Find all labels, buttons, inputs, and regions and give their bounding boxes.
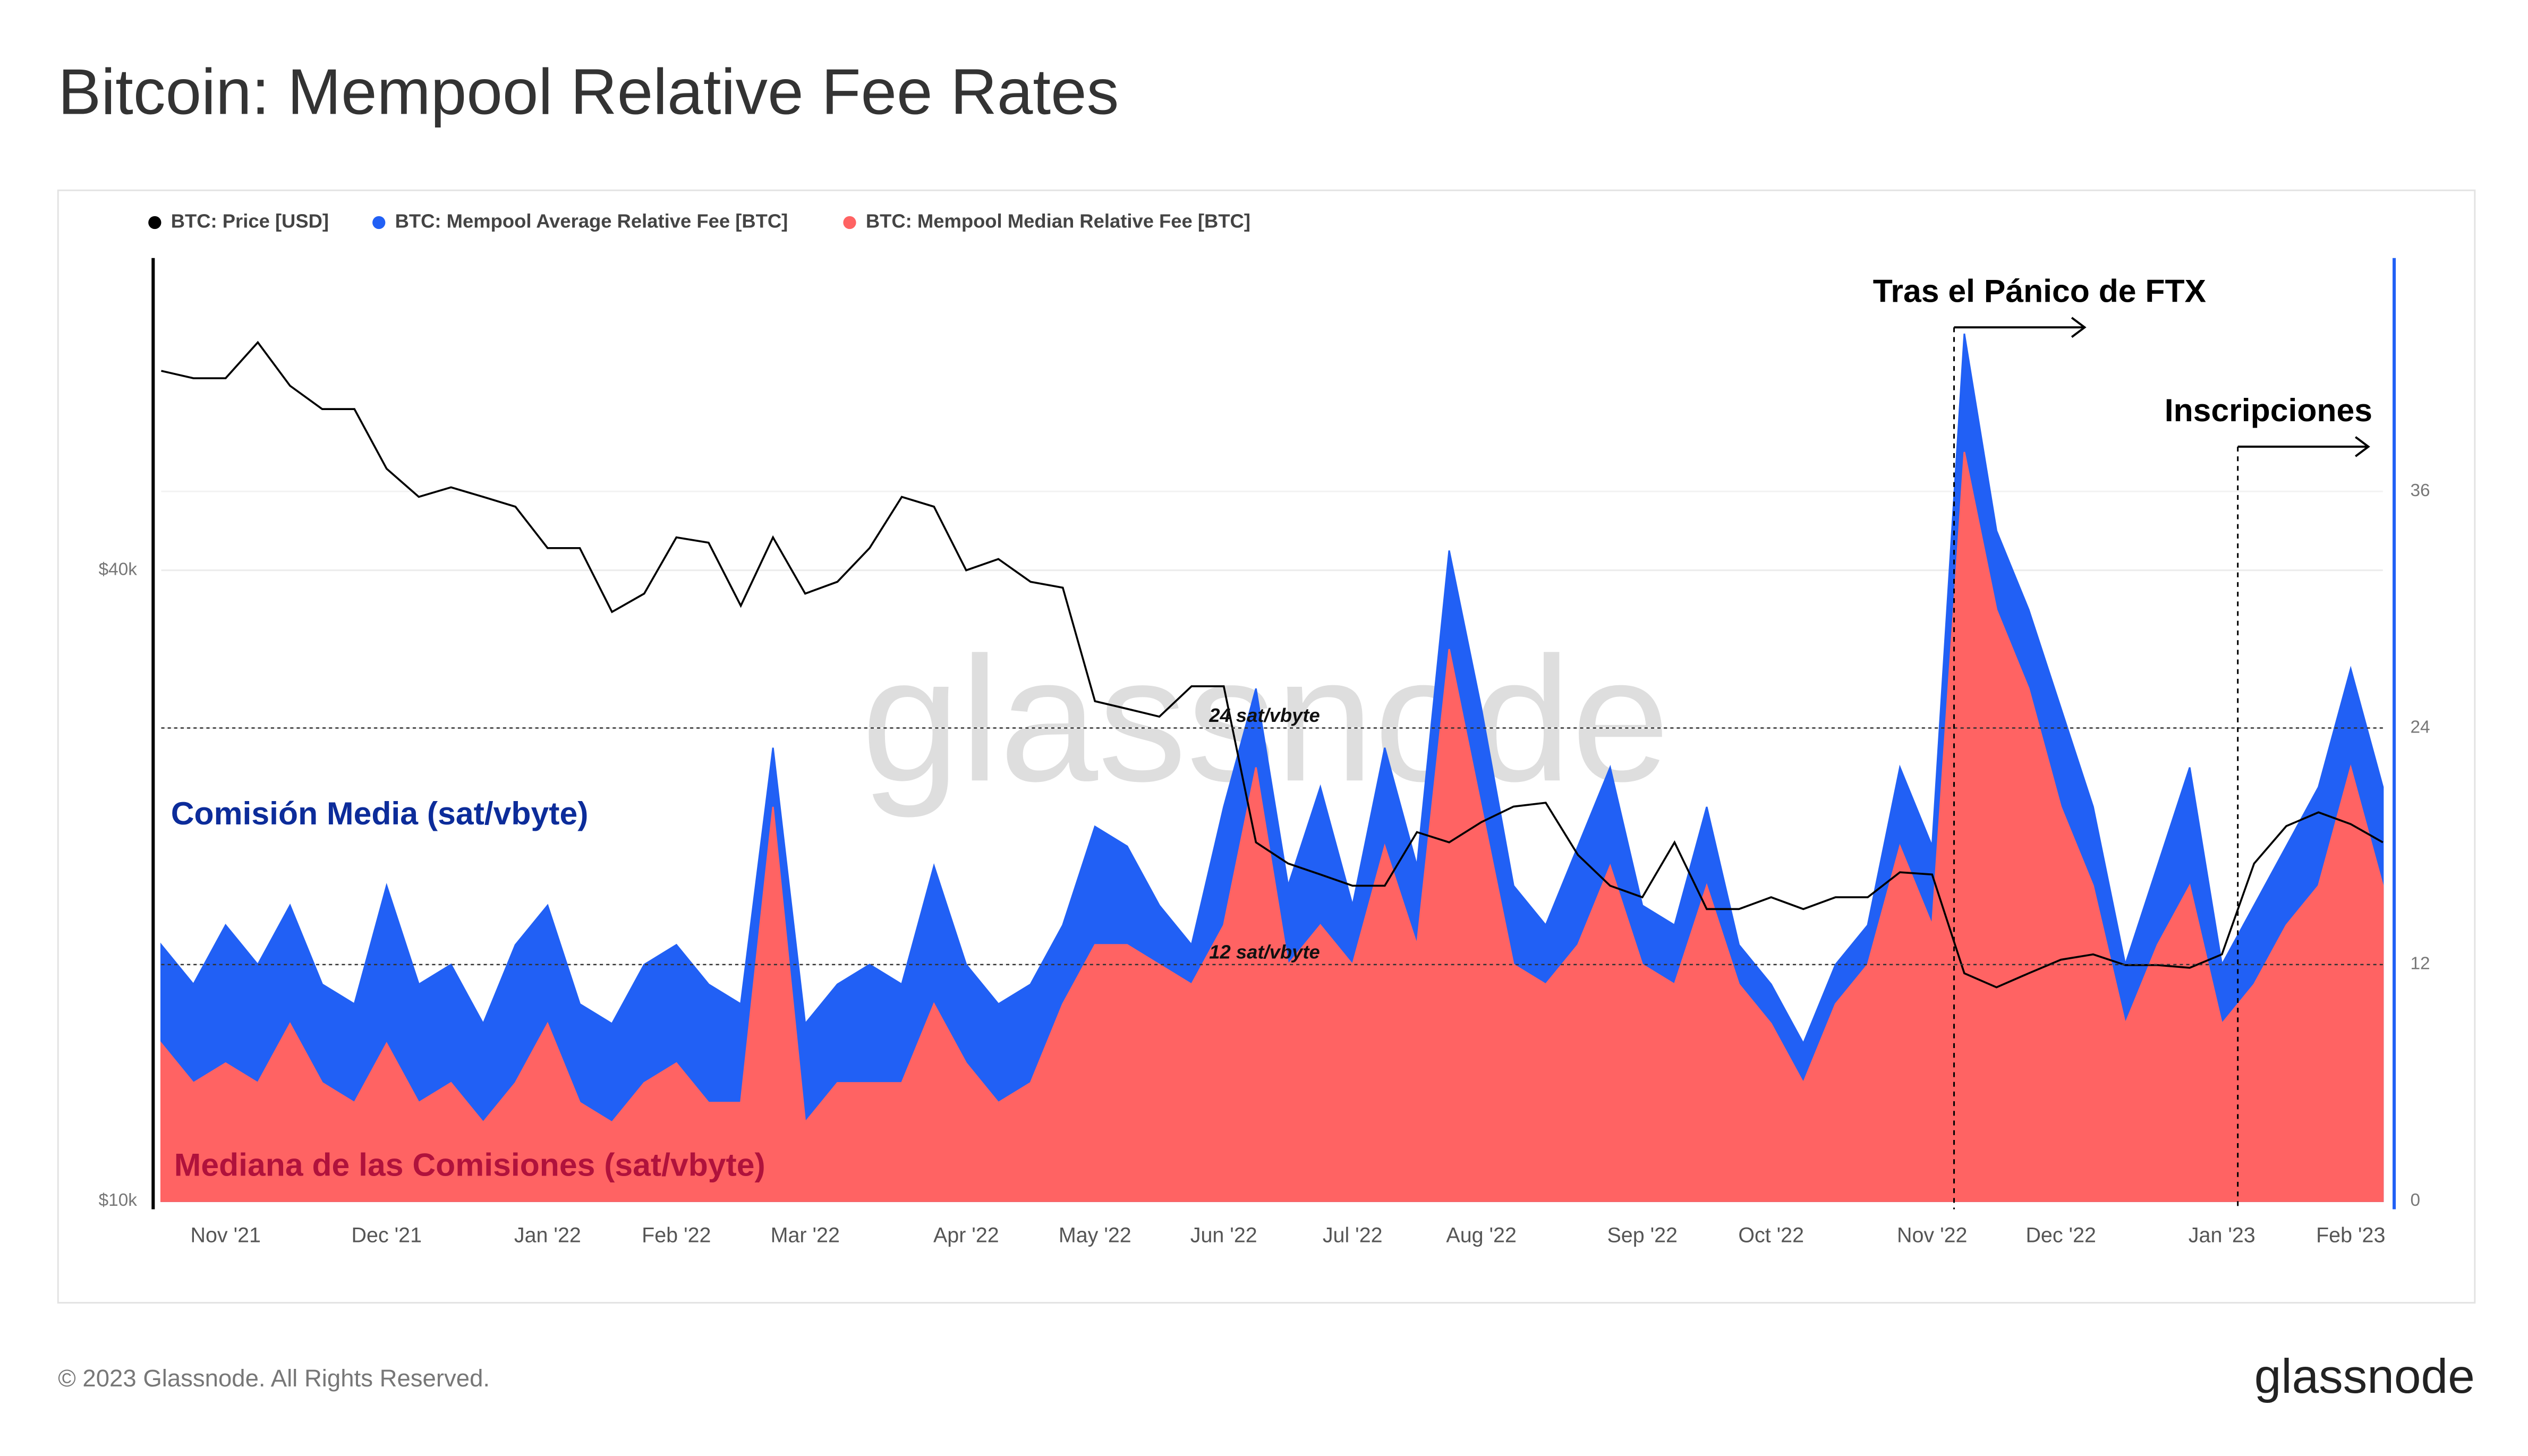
legend-label: BTC: Price [USD] xyxy=(171,210,329,232)
annotation: Tras el Pánico de FTX xyxy=(1873,273,2206,309)
legend-dot xyxy=(372,216,386,229)
x-tick-label: Sep '22 xyxy=(1607,1223,1678,1247)
legend-dot xyxy=(148,216,161,229)
x-tick-label: Feb '22 xyxy=(642,1223,711,1247)
legend-label: BTC: Mempool Average Relative Fee [BTC] xyxy=(395,210,788,232)
x-tick-label: Jun '22 xyxy=(1190,1223,1257,1247)
y2-tick-label: 36 xyxy=(2410,481,2430,500)
page-title: Bitcoin: Mempool Relative Fee Rates xyxy=(58,55,1119,127)
area-label: Mediana de las Comisiones (sat/vbyte) xyxy=(174,1147,765,1183)
reference-label: 24 sat/vbyte xyxy=(1208,704,1320,726)
x-tick-label: Apr '22 xyxy=(933,1223,999,1247)
x-tick-label: Feb '23 xyxy=(2316,1223,2385,1247)
fee-area xyxy=(160,452,2384,1202)
y2-tick-label: 12 xyxy=(2410,954,2430,974)
area-label: Comisión Media (sat/vbyte) xyxy=(171,795,589,831)
reference-label: 12 sat/vbyte xyxy=(1209,941,1320,963)
x-tick-label: Oct '22 xyxy=(1738,1223,1804,1247)
x-tick-label: Dec '21 xyxy=(352,1223,422,1247)
y-tick-label: $10k xyxy=(99,1190,138,1210)
legend-dot xyxy=(843,216,856,229)
x-tick-label: Nov '22 xyxy=(1897,1223,1968,1247)
y2-tick-label: 24 xyxy=(2410,717,2430,737)
x-tick-label: May '22 xyxy=(1059,1223,1131,1247)
price-line xyxy=(161,340,2384,989)
x-tick-label: Nov '21 xyxy=(190,1223,261,1247)
logo: glassnode xyxy=(2254,1350,2475,1403)
footer: © 2023 Glassnode. All Rights Reserved. xyxy=(58,1365,490,1392)
y-tick-label: $40k xyxy=(99,559,138,579)
x-tick-label: Jan '22 xyxy=(514,1223,581,1247)
y2-tick-label: 0 xyxy=(2410,1190,2420,1210)
fee-area xyxy=(160,333,2384,1202)
annotation: Inscripciones xyxy=(2165,392,2372,428)
x-tick-label: Mar '22 xyxy=(771,1223,840,1247)
legend-label: BTC: Mempool Median Relative Fee [BTC] xyxy=(866,210,1250,232)
x-tick-label: Jan '23 xyxy=(2189,1223,2255,1247)
annotation-arrowhead xyxy=(2355,436,2370,457)
chart-frame xyxy=(57,189,2476,1304)
x-tick-label: Jul '22 xyxy=(1323,1223,1383,1247)
x-tick-label: Dec '22 xyxy=(2025,1223,2096,1247)
x-tick-label: Aug '22 xyxy=(1446,1223,1517,1247)
annotation-arrowhead xyxy=(2071,317,2087,338)
